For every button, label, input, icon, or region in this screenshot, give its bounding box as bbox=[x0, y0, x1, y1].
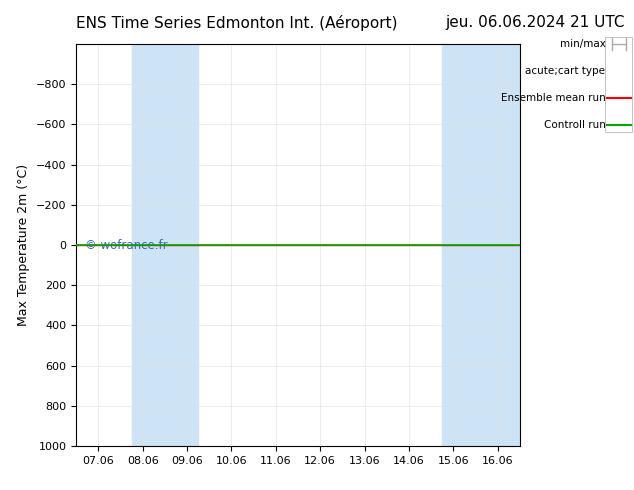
Bar bbox=[442, 44, 520, 446]
Text: ENS Time Series Edmonton Int. (Aéroport): ENS Time Series Edmonton Int. (Aéroport) bbox=[76, 15, 398, 31]
Text: © wofrance.fr: © wofrance.fr bbox=[85, 239, 167, 251]
Y-axis label: Max Temperature 2m (°C): Max Temperature 2m (°C) bbox=[17, 164, 30, 326]
Text: min/max: min/max bbox=[560, 39, 605, 49]
Text: acute;cart type: acute;cart type bbox=[526, 66, 605, 76]
Text: Ensemble mean run: Ensemble mean run bbox=[501, 93, 605, 103]
Text: jeu. 06.06.2024 21 UTC: jeu. 06.06.2024 21 UTC bbox=[445, 15, 624, 30]
Text: Controll run: Controll run bbox=[543, 120, 605, 130]
Bar bbox=[132, 44, 198, 446]
